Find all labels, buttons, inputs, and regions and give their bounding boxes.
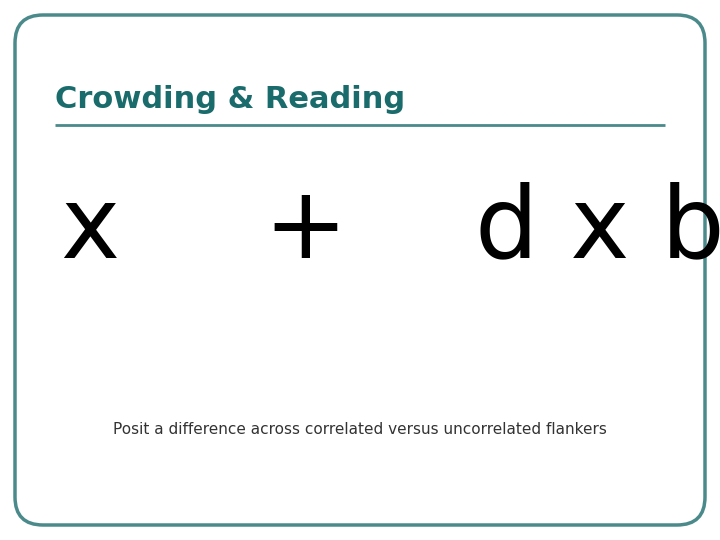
Text: +: + xyxy=(263,181,347,279)
Text: x: x xyxy=(60,181,119,279)
Text: Crowding & Reading: Crowding & Reading xyxy=(55,85,405,114)
FancyBboxPatch shape xyxy=(15,15,705,525)
Text: d x b: d x b xyxy=(475,181,720,279)
Text: Posit a difference across correlated versus uncorrelated flankers: Posit a difference across correlated ver… xyxy=(113,422,607,437)
